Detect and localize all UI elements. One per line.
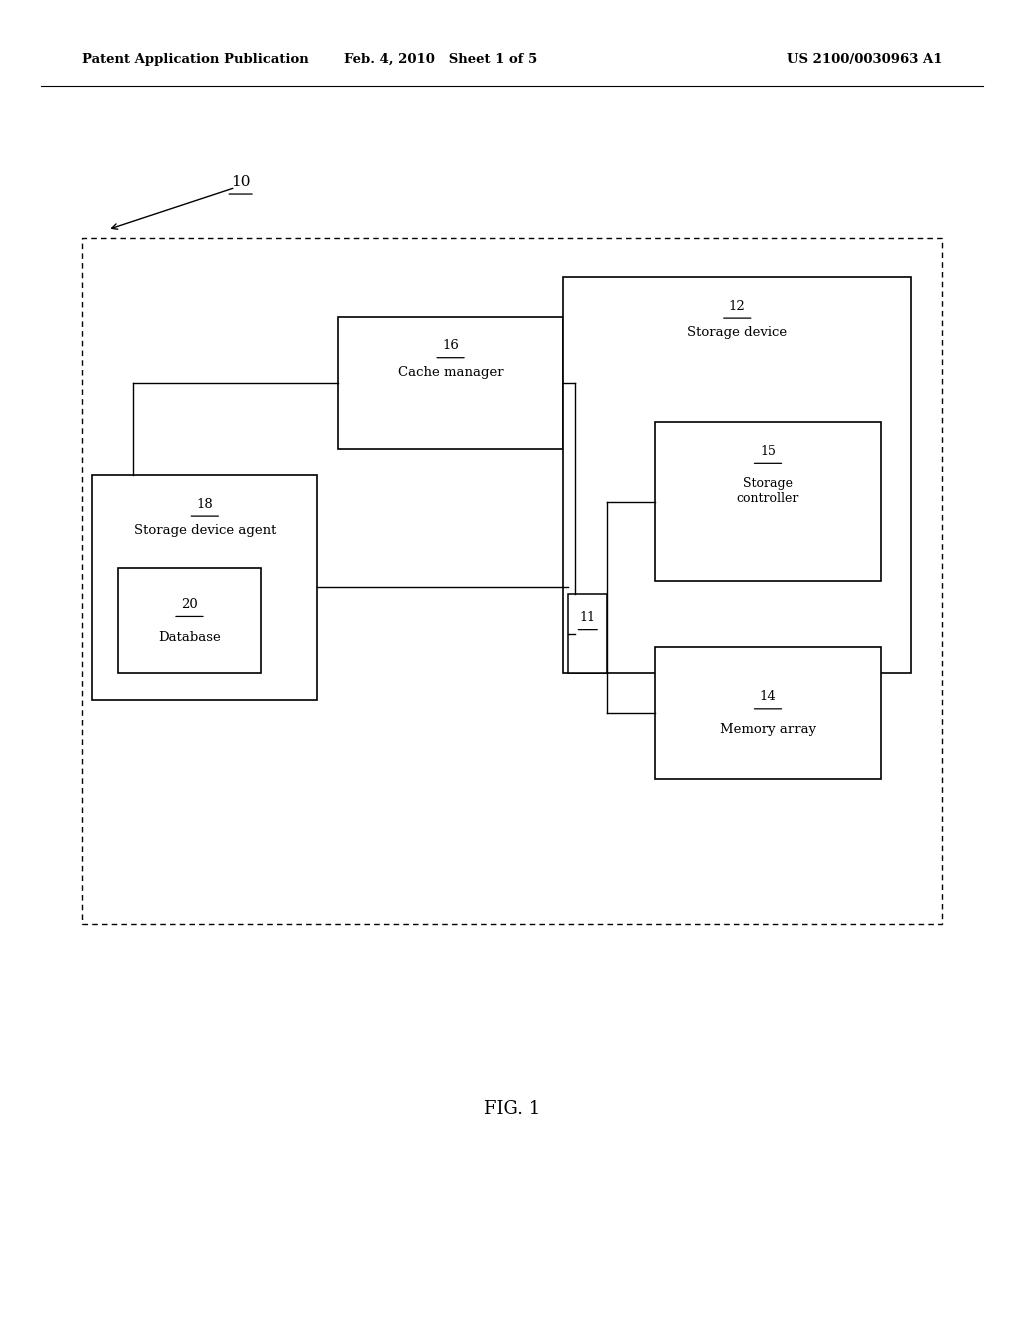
FancyBboxPatch shape [655, 422, 881, 581]
FancyBboxPatch shape [568, 594, 607, 673]
Text: Storage device: Storage device [687, 326, 787, 339]
Text: Cache manager: Cache manager [397, 366, 504, 379]
Text: 12: 12 [729, 300, 745, 313]
Text: Memory array: Memory array [720, 723, 816, 737]
Text: 11: 11 [580, 611, 596, 624]
Text: 18: 18 [197, 498, 213, 511]
FancyBboxPatch shape [118, 568, 261, 673]
Text: 15: 15 [760, 445, 776, 458]
Text: Feb. 4, 2010   Sheet 1 of 5: Feb. 4, 2010 Sheet 1 of 5 [344, 53, 537, 66]
Text: US 2100/0030963 A1: US 2100/0030963 A1 [786, 53, 942, 66]
FancyBboxPatch shape [82, 238, 942, 924]
Text: 10: 10 [230, 176, 251, 189]
Text: Storage
controller: Storage controller [737, 477, 799, 506]
Text: 14: 14 [760, 690, 776, 704]
Text: Patent Application Publication: Patent Application Publication [82, 53, 308, 66]
FancyBboxPatch shape [92, 475, 317, 700]
FancyBboxPatch shape [655, 647, 881, 779]
Text: Storage device agent: Storage device agent [133, 524, 276, 537]
Text: 20: 20 [181, 598, 198, 611]
Text: 16: 16 [442, 339, 459, 352]
Text: Database: Database [158, 631, 221, 644]
FancyBboxPatch shape [563, 277, 911, 673]
FancyBboxPatch shape [338, 317, 563, 449]
Text: FIG. 1: FIG. 1 [484, 1100, 540, 1118]
